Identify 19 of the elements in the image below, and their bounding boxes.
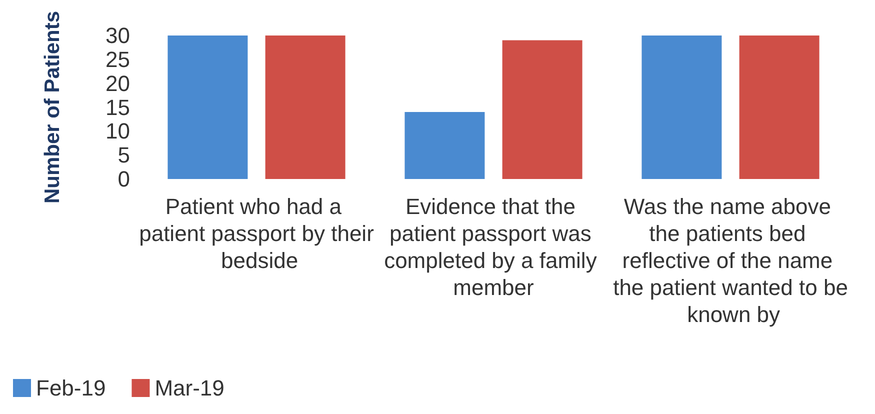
bar [642,36,722,179]
y-tick-label: 5 [118,142,130,168]
x-tick-label: Was the name above the patients bed reflective of the name the patient wanted to be known by [613,194,848,327]
x-tick-label: Patient who had a patient passport by their bedside [139,194,374,273]
y-tick-label: 0 [118,166,130,192]
legend-label: Feb-19 [36,376,106,400]
y-tick-label: 15 [106,94,130,120]
x-tick-label: Evidence that the patient passport was completed by a family member [384,194,603,300]
legend-label: Mar-19 [154,376,224,400]
bar [168,36,248,179]
y-axis-title: Number of Patients [41,11,64,204]
bar [404,112,485,179]
bar [502,40,582,179]
y-tick-label: 30 [106,23,130,48]
bar [265,36,346,179]
y-tick-label: 25 [106,46,130,72]
y-tick-label: 20 [106,70,130,96]
y-tick-label: 10 [106,118,130,144]
bar [739,36,820,179]
